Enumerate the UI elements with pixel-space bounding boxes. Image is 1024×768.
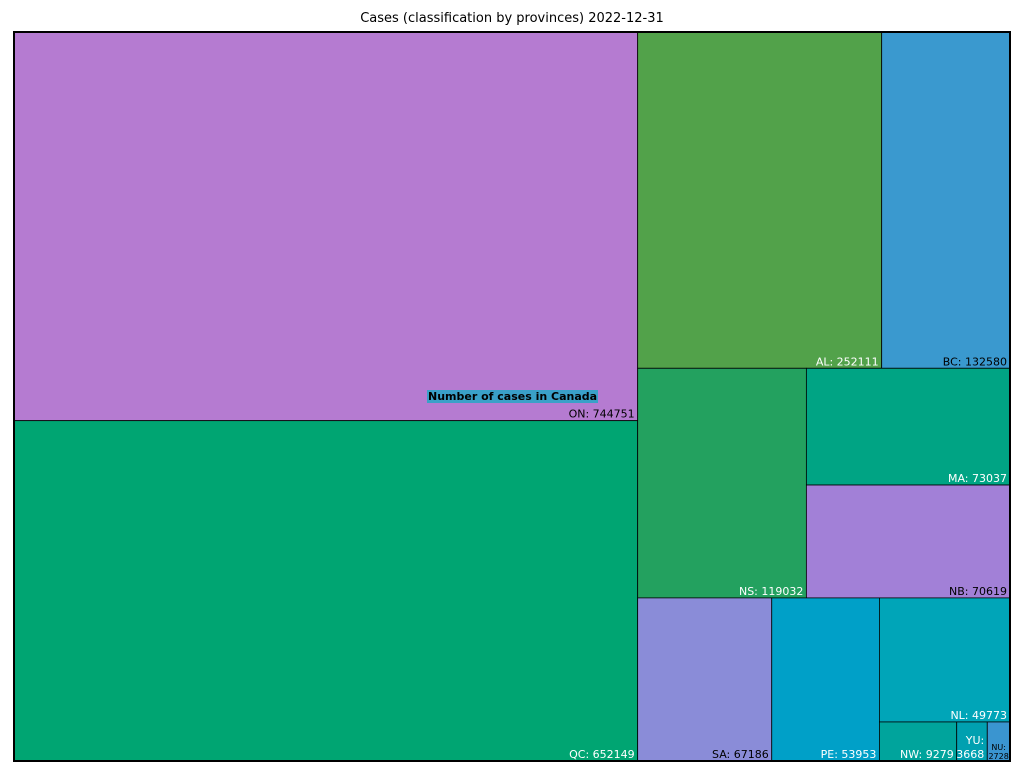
- tile-nu: NU: 2728: [986, 721, 1011, 762]
- tile-bc: BC: 132580: [881, 31, 1011, 369]
- tile-qc: QC: 652149: [13, 420, 639, 762]
- tile-label-qc: QC: 652149: [569, 748, 635, 761]
- chart-title: Cases (classification by provinces) 2022…: [360, 11, 664, 26]
- tile-label-sa: SA: 67186: [712, 748, 769, 761]
- tile-rect-bc: [881, 31, 1011, 369]
- tile-ma: MA: 73037: [805, 367, 1011, 486]
- tile-rect-al: [637, 31, 883, 369]
- tile-rect-nl: [878, 597, 1011, 723]
- tile-rect-pe: [771, 597, 880, 762]
- tile-nl: NL: 49773: [878, 597, 1011, 723]
- tile-label-al: AL: 252111: [816, 355, 879, 368]
- tile-rect-ns: [637, 367, 807, 599]
- tile-label-ns: NS: 119032: [739, 585, 803, 598]
- tile-sa: SA: 67186: [637, 597, 773, 762]
- tile-label-nb: NB: 70619: [949, 585, 1007, 598]
- tile-nb: NB: 70619: [805, 484, 1011, 599]
- tile-rect-nb: [805, 484, 1011, 599]
- tile-nw: NW: 9279: [878, 721, 958, 762]
- tile-ns: NS: 119032: [637, 367, 807, 599]
- tile-label-ma: MA: 73037: [948, 472, 1007, 485]
- tile-label-on: ON: 744751: [569, 408, 635, 421]
- tile-al: AL: 252111: [637, 31, 883, 369]
- tile-rect-ma: [805, 367, 1011, 486]
- plot-frame: [13, 31, 1011, 762]
- tile-pe: PE: 53953: [771, 597, 880, 762]
- tile-yu: YU: 3668: [956, 721, 988, 762]
- tile-label-nl: NL: 49773: [950, 709, 1007, 722]
- tile-label-pe: PE: 53953: [821, 748, 877, 761]
- tile-rect-on: [13, 31, 639, 422]
- tile-label-nw: NW: 9279: [900, 748, 954, 761]
- tile-on: ON: 744751: [13, 31, 639, 422]
- tile-label-bc: BC: 132580: [943, 355, 1007, 368]
- tile-label-yu: YU: 3668: [956, 734, 984, 761]
- chart-annotation: Number of cases in Canada: [427, 390, 599, 403]
- tile-rect-qc: [13, 420, 639, 762]
- tile-label-nu: NU: 2728: [988, 743, 1008, 761]
- tile-rect-sa: [637, 597, 773, 762]
